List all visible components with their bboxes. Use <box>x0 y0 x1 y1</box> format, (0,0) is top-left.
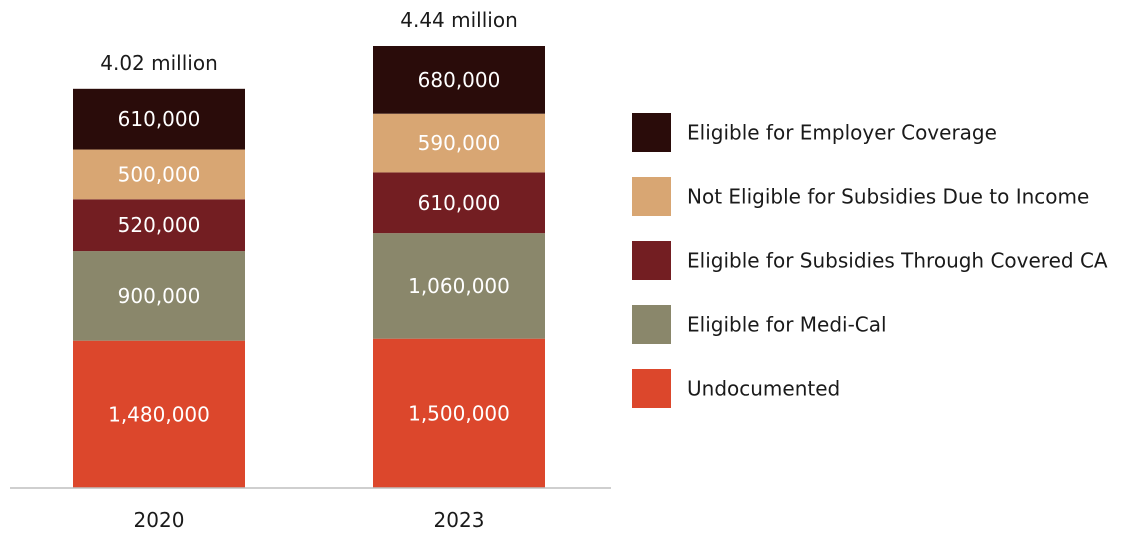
segment-label-2023-0: 1,500,000 <box>408 401 510 425</box>
legend-swatch-0 <box>632 369 671 408</box>
total-labels-group: 4.02 million 4.44 million <box>100 8 518 75</box>
legend-label-4: Eligible for Employer Coverage <box>687 121 997 145</box>
total-label-2023: 4.44 million <box>400 8 518 32</box>
legend-label-1: Eligible for Medi-Cal <box>687 313 887 337</box>
category-label-2020: 2020 <box>134 508 185 532</box>
segment-label-2023-4: 680,000 <box>418 68 501 92</box>
legend: Eligible for Employer Coverage Not Eligib… <box>632 113 1108 408</box>
bar-segment-2023-2 <box>373 172 545 234</box>
legend-label-3: Not Eligible for Subsidies Due to Income <box>687 185 1089 209</box>
segment-label-2020-4: 610,000 <box>118 107 201 131</box>
legend-swatch-3 <box>632 177 671 216</box>
bars-group <box>73 46 545 488</box>
bar-segment-2020-4 <box>73 88 245 150</box>
legend-label-2: Eligible for Subsidies Through Covered C… <box>687 249 1108 273</box>
bar-segment-2023-1 <box>373 233 545 339</box>
legend-swatch-2 <box>632 241 671 280</box>
bar-segment-2023-4 <box>373 46 545 114</box>
bar-segment-2023-0 <box>373 338 545 488</box>
segment-label-2020-2: 520,000 <box>118 213 201 237</box>
segment-label-2023-3: 590,000 <box>418 131 501 155</box>
segment-label-2020-3: 500,000 <box>118 162 201 186</box>
category-label-2023: 2023 <box>434 508 485 532</box>
segment-label-2023-2: 610,000 <box>418 191 501 215</box>
bar-segment-2020-1 <box>73 251 245 341</box>
total-label-2020: 4.02 million <box>100 51 218 75</box>
segment-label-2023-1: 1,060,000 <box>408 274 510 298</box>
legend-swatch-1 <box>632 305 671 344</box>
bar-segment-2020-2 <box>73 199 245 252</box>
bar-segment-2020-0 <box>73 340 245 488</box>
segment-labels-group: 1,480,000 900,000 520,000 500,000 610,000 1,5… <box>108 68 510 426</box>
bar-segment-2023-3 <box>373 113 545 173</box>
legend-swatch-4 <box>632 113 671 152</box>
segment-label-2020-0: 1,480,000 <box>108 402 210 426</box>
segment-label-2020-1: 900,000 <box>118 284 201 308</box>
bar-segment-2020-3 <box>73 149 245 200</box>
legend-label-0: Undocumented <box>687 377 840 401</box>
category-labels-group: 2020 2023 <box>134 508 485 532</box>
